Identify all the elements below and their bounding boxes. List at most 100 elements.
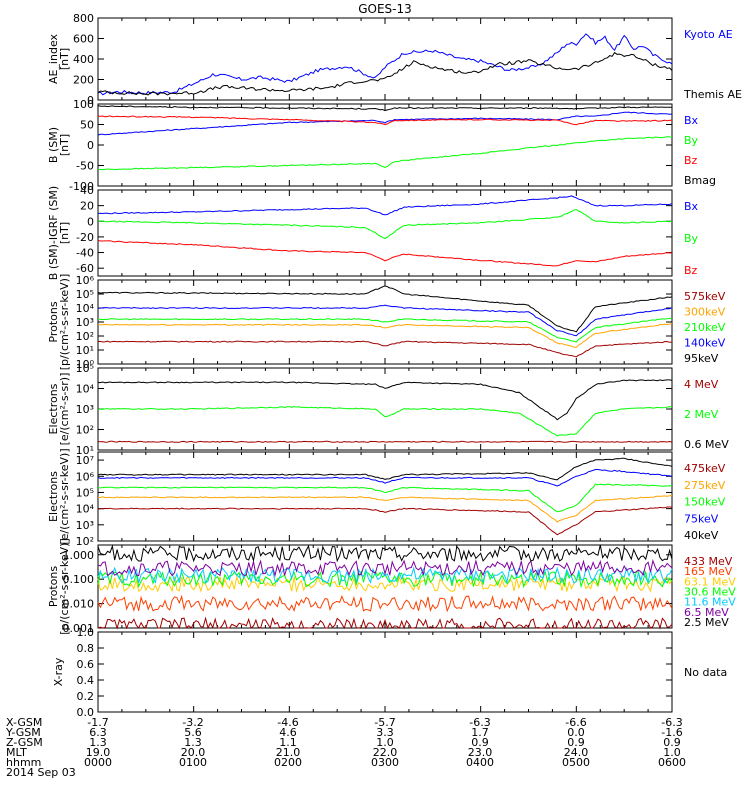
x-axis-value: 20.0: [181, 746, 206, 759]
series-line-4-MeV: [97, 440, 673, 443]
x-axis-value: 1.1: [279, 736, 297, 749]
series-line-150keV: [97, 483, 673, 513]
legend-label: 2.5 MeV: [684, 616, 729, 629]
y-tick-label: 0: [87, 94, 94, 107]
y-tick-label: 1.000: [63, 549, 95, 562]
y-axis-label: [e/(cm²-s-sr)]: [58, 373, 71, 446]
y-axis-label: X-ray: [52, 657, 65, 686]
y-tick-label: 400: [73, 53, 94, 66]
legend-label: 575keV: [684, 290, 726, 303]
x-axis-value: -1.7: [87, 716, 108, 729]
x-axis-value: 19.0: [86, 746, 111, 759]
y-tick-label: 1.0: [77, 626, 95, 639]
series-line-Bx: [97, 111, 673, 136]
y-tick-label: 10³: [76, 316, 94, 329]
y-axis-label: B (SM)-IGRF (SM): [47, 186, 60, 280]
x-axis-value: 0600: [658, 756, 686, 769]
x-axis-value: 1.0: [663, 746, 681, 759]
figure-title: GOES-13: [358, 2, 412, 16]
series-line-300keV: [97, 322, 673, 348]
series-line-Themis-AE: [97, 51, 673, 96]
x-axis-value: 4.6: [279, 726, 297, 739]
series-line-165-MeV: [97, 594, 673, 613]
x-axis-value: 6.3: [89, 726, 107, 739]
x-axis-value: 23.0: [468, 746, 493, 759]
y-tick-label: 200: [73, 74, 94, 87]
panel-xray: 0.0 0.2 0.4 0.6 0.8 1.0 X-ray No data: [52, 626, 727, 719]
x-axis-value: 0.9: [663, 736, 681, 749]
y-tick-label: 800: [73, 12, 94, 25]
legend-label: 150keV: [684, 496, 726, 509]
x-row-label: Z-GSM: [6, 736, 43, 749]
x-axis-value: 21.0: [276, 746, 301, 759]
panel-frame: [97, 631, 673, 713]
y-tick-label: 600: [73, 33, 94, 46]
x-axis-value: 0.9: [471, 736, 489, 749]
legend-label: 75keV: [684, 512, 719, 525]
y-tick-label: 0.100: [63, 573, 95, 586]
series-line-475keV: [97, 506, 673, 536]
legend-label: 30.6 MeV: [684, 586, 736, 599]
x-axis-value: 3.3: [376, 726, 394, 739]
legend-label: 210keV: [684, 321, 726, 334]
y-axis-label: B (SM): [47, 127, 60, 163]
x-axis-value: -3.2: [182, 716, 203, 729]
y-tick-label: 0: [87, 139, 94, 152]
y-tick-label: 10⁶: [76, 470, 95, 483]
legend-label: 0.6 MeV: [684, 438, 729, 451]
series-line-Bz: [97, 239, 673, 267]
y-axis-label: Electrons: [47, 383, 60, 434]
legend-label: 40keV: [684, 529, 719, 542]
y-tick-label: 0.010: [63, 598, 95, 611]
x-axis-value: -1.6: [661, 726, 682, 739]
y-tick-label: 100: [73, 98, 94, 111]
y-tick-label: 10³: [76, 519, 94, 532]
series-line-11.6-MeV: [97, 566, 673, 585]
series-line-Bx: [97, 195, 673, 216]
panel-electrons1: 10¹ 10² 10³ 10⁴ 10⁵ Electrons[e/(cm²-s-sr)] 4 …: [47, 362, 729, 457]
legend-label: 140keV: [684, 337, 726, 350]
y-tick-label: 10⁵: [76, 362, 94, 375]
y-tick-label: 0.2: [77, 690, 95, 703]
y-tick-label: -50: [76, 160, 94, 173]
y-tick-label: 40: [80, 184, 94, 197]
y-tick-label: 50: [80, 119, 94, 132]
y-tick-label: 0.8: [77, 642, 95, 655]
x-axis-value: 0.0: [567, 726, 585, 739]
y-tick-label: 10⁴: [76, 503, 95, 516]
y-axis-label: Electrons: [47, 471, 60, 522]
series-line-2-MeV: [97, 406, 673, 437]
legend-label: By: [684, 232, 699, 245]
x-axis-value: -5.7: [374, 716, 395, 729]
series-line-Bmag: [97, 105, 673, 112]
y-tick-label: 10⁷: [76, 454, 94, 467]
x-axis-value: 0300: [371, 756, 399, 769]
y-tick-label: 10⁶: [76, 274, 95, 287]
x-axis-value: 22.0: [373, 746, 398, 759]
x-axis-value: -6.3: [469, 716, 490, 729]
x-axis-value: 1.3: [89, 736, 107, 749]
x-axis-value: 0200: [274, 756, 302, 769]
legend-label: Bmag: [684, 174, 716, 187]
x-axis-value: 0500: [562, 756, 590, 769]
y-tick-label: 10¹: [76, 444, 94, 457]
x-row-label: X-GSM: [6, 716, 42, 729]
y-tick-label: -60: [76, 262, 94, 275]
x-axis-value: 5.6: [184, 726, 202, 739]
series-line-75keV: [97, 469, 673, 487]
y-tick-label: 0: [87, 215, 94, 228]
x-row-label: Y-GSM: [5, 726, 41, 739]
series-line-6.5-MeV: [97, 559, 673, 578]
x-row-label: 2014 Sep 03: [6, 766, 76, 779]
x-axis-value: 0000: [84, 756, 112, 769]
legend-label: 165 MeV: [684, 565, 733, 578]
y-axis-label: Protons: [47, 566, 60, 607]
series-line-Kyoto-AE: [97, 33, 673, 96]
y-tick-label: 10⁴: [76, 383, 95, 396]
series-line-210keV: [97, 317, 673, 343]
x-axis-value: 1.3: [184, 736, 202, 749]
series-line-275keV: [98, 494, 673, 523]
